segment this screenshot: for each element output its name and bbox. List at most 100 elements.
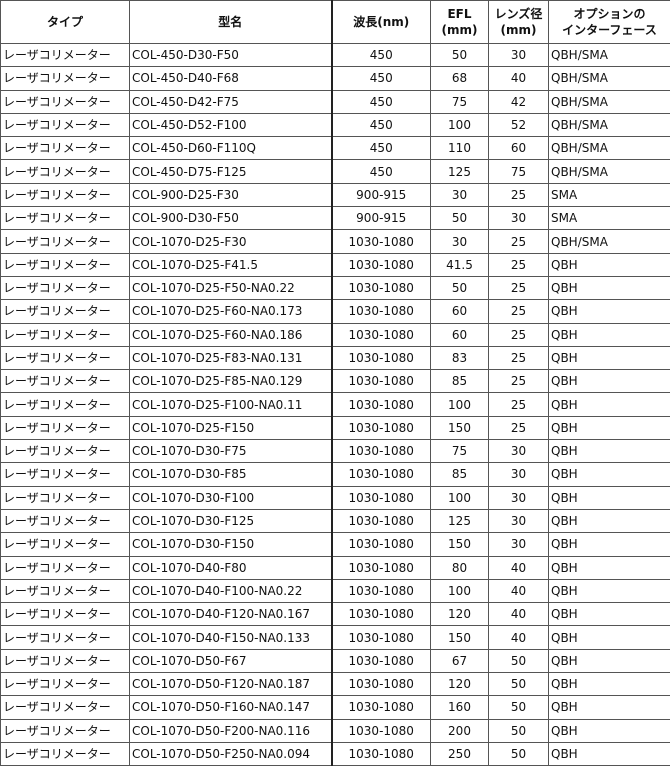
cell-efl: 67 <box>430 648 489 674</box>
cell-interface: QBH <box>548 415 670 441</box>
cell-interface: QBH/SMA <box>548 89 670 114</box>
cell-model: COL-1070-D25-F50-NA0.22 <box>129 275 333 301</box>
cell-wavelength: 900-915 <box>331 182 431 208</box>
cell-type: レーザコリメーター <box>0 42 130 68</box>
cell-efl: 100 <box>430 485 489 510</box>
cell-interface: QBH <box>548 322 670 347</box>
cell-efl: 150 <box>430 415 489 441</box>
table-row: レーザコリメーター COL-1070-D25-F150 1030-1080 150 25… <box>0 415 670 441</box>
table-row: レーザコリメーター COL-1070-D50-F200-NA0.116 1030-1… <box>0 718 670 743</box>
cell-type: レーザコリメーター <box>0 275 130 301</box>
cell-model: COL-1070-D40-F150-NA0.133 <box>129 625 333 650</box>
cell-efl: 75 <box>430 89 489 114</box>
cell-wavelength: 1030-1080 <box>331 275 431 301</box>
table-row: レーザコリメーター COL-450-D52-F100 450 100 52 QBH/SMA <box>0 112 670 138</box>
cell-wavelength: 1030-1080 <box>331 602 431 627</box>
header-model: 型名 <box>129 0 333 44</box>
cell-lens-diameter: 30 <box>488 206 549 231</box>
cell-type: レーザコリメーター <box>0 439 130 464</box>
cell-lens-diameter: 30 <box>488 485 549 510</box>
cell-model: COL-1070-D40-F120-NA0.167 <box>129 602 333 627</box>
table-row: レーザコリメーター COL-1070-D25-F85-NA0.129 1030-10… <box>0 369 670 394</box>
cell-lens-diameter: 75 <box>488 159 549 184</box>
cell-model: COL-900-D30-F50 <box>129 206 333 231</box>
cell-efl: 150 <box>430 532 489 557</box>
cell-model: COL-1070-D50-F67 <box>129 648 333 674</box>
cell-type: レーザコリメーター <box>0 741 130 767</box>
cell-model: COL-1070-D25-F83-NA0.131 <box>129 345 333 371</box>
cell-type: レーザコリメーター <box>0 415 130 441</box>
cell-efl: 120 <box>430 672 489 697</box>
cell-type: レーザコリメーター <box>0 485 130 510</box>
cell-interface: QBH <box>548 485 670 510</box>
cell-interface: SMA <box>548 206 670 231</box>
header-row: タイプ 型名 波長(nm) EFL (mm) レンズ径 (mm) オプションの … <box>0 0 670 44</box>
cell-wavelength: 1030-1080 <box>331 415 431 441</box>
cell-lens-diameter: 50 <box>488 648 549 674</box>
table-row: レーザコリメーター COL-1070-D40-F100-NA0.22 1030-10… <box>0 578 670 604</box>
cell-model: COL-1070-D50-F120-NA0.187 <box>129 672 333 697</box>
cell-lens-diameter: 25 <box>488 182 549 208</box>
cell-model: COL-450-D75-F125 <box>129 159 333 184</box>
table-row: レーザコリメーター COL-1070-D25-F83-NA0.131 1030-10… <box>0 345 670 371</box>
cell-model: COL-1070-D50-F200-NA0.116 <box>129 718 333 743</box>
table-row: レーザコリメーター COL-450-D30-F50 450 50 30 QBH/SMA <box>0 42 670 68</box>
cell-lens-diameter: 30 <box>488 532 549 557</box>
table-row: レーザコリメーター COL-1070-D25-F30 1030-1080 30 25 QB… <box>0 229 670 254</box>
cell-wavelength: 450 <box>331 42 431 68</box>
cell-type: レーザコリメーター <box>0 89 130 114</box>
cell-lens-diameter: 40 <box>488 555 549 580</box>
cell-interface: QBH <box>548 299 670 324</box>
cell-lens-diameter: 25 <box>488 392 549 417</box>
cell-interface: QBH/SMA <box>548 112 670 138</box>
cell-wavelength: 1030-1080 <box>331 508 431 534</box>
table-row: レーザコリメーター COL-1070-D40-F150-NA0.133 1030-1… <box>0 625 670 650</box>
cell-lens-diameter: 25 <box>488 229 549 254</box>
cell-lens-diameter: 25 <box>488 345 549 371</box>
cell-wavelength: 1030-1080 <box>331 555 431 580</box>
cell-interface: QBH <box>548 252 670 277</box>
cell-model: COL-1070-D30-F125 <box>129 508 333 534</box>
cell-type: レーザコリメーター <box>0 625 130 650</box>
table-row: レーザコリメーター COL-1070-D30-F125 1030-1080 125 30… <box>0 508 670 534</box>
cell-type: レーザコリメーター <box>0 66 130 91</box>
table-row: レーザコリメーター COL-1070-D50-F250-NA0.094 1030-1… <box>0 741 670 767</box>
table-row: レーザコリメーター COL-1070-D40-F120-NA0.167 1030-1… <box>0 602 670 627</box>
cell-model: COL-1070-D50-F250-NA0.094 <box>129 741 333 767</box>
table-row: レーザコリメーター COL-900-D30-F50 900-915 50 30 SMA <box>0 206 670 231</box>
cell-efl: 41.5 <box>430 252 489 277</box>
cell-interface: QBH <box>548 648 670 674</box>
table-row: レーザコリメーター COL-450-D40-F68 450 68 40 QBH/SMA <box>0 66 670 91</box>
cell-type: レーザコリメーター <box>0 322 130 347</box>
cell-efl: 60 <box>430 322 489 347</box>
cell-wavelength: 900-915 <box>331 206 431 231</box>
cell-lens-diameter: 25 <box>488 275 549 301</box>
cell-model: COL-450-D30-F50 <box>129 42 333 68</box>
cell-interface: QBH <box>548 462 670 487</box>
table-row: レーザコリメーター COL-1070-D25-F50-NA0.22 1030-108… <box>0 275 670 301</box>
cell-model: COL-1070-D30-F100 <box>129 485 333 510</box>
cell-wavelength: 450 <box>331 112 431 138</box>
cell-wavelength: 1030-1080 <box>331 741 431 767</box>
table-row: レーザコリメーター COL-1070-D25-F41.5 1030-1080 41.5… <box>0 252 670 277</box>
cell-wavelength: 1030-1080 <box>331 229 431 254</box>
cell-wavelength: 1030-1080 <box>331 299 431 324</box>
table-row: レーザコリメーター COL-1070-D50-F67 1030-1080 67 50 QB… <box>0 648 670 674</box>
cell-interface: QBH <box>548 439 670 464</box>
cell-efl: 50 <box>430 42 489 68</box>
cell-lens-diameter: 40 <box>488 66 549 91</box>
cell-efl: 50 <box>430 275 489 301</box>
cell-efl: 30 <box>430 182 489 208</box>
cell-lens-diameter: 50 <box>488 672 549 697</box>
cell-wavelength: 1030-1080 <box>331 648 431 674</box>
cell-model: COL-1070-D30-F75 <box>129 439 333 464</box>
header-interface: オプションの インターフェース <box>548 0 670 44</box>
cell-wavelength: 1030-1080 <box>331 578 431 604</box>
cell-type: レーザコリメーター <box>0 462 130 487</box>
cell-interface: QBH <box>548 369 670 394</box>
cell-efl: 100 <box>430 392 489 417</box>
cell-lens-diameter: 30 <box>488 439 549 464</box>
cell-efl: 85 <box>430 462 489 487</box>
cell-efl: 150 <box>430 625 489 650</box>
